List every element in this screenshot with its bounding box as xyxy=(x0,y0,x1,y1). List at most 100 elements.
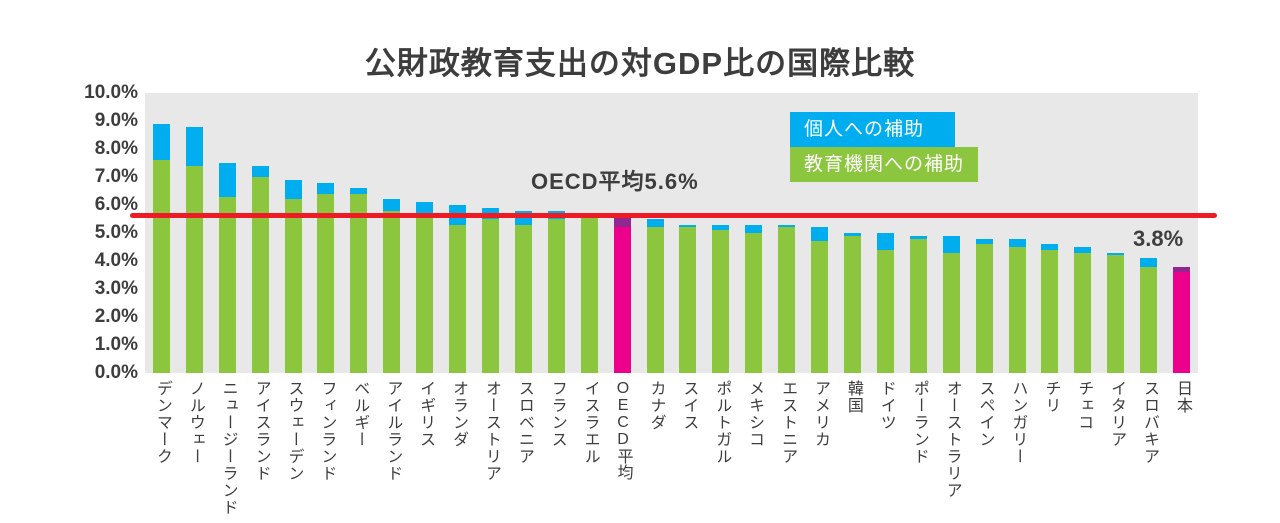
segment-individual-subsidy xyxy=(317,182,335,194)
x-tick-label: 日本 xyxy=(1173,380,1191,414)
segment-institution-subsidy xyxy=(547,219,565,373)
bar-スロバキア xyxy=(1140,258,1158,373)
bar-ハンガリー xyxy=(1008,238,1026,373)
bar-column xyxy=(639,93,672,373)
x-tick-cell: チェコ xyxy=(1066,380,1099,523)
segment-institution-subsidy xyxy=(843,235,861,373)
x-tick-cell: エストニア xyxy=(770,380,803,523)
x-tick-label: デンマーク xyxy=(153,380,171,465)
bar-韓国 xyxy=(843,233,861,373)
x-tick-cell: メキシコ xyxy=(737,380,770,523)
legend-item-institution-subsidy: 教育機関への補助 xyxy=(790,147,979,182)
segment-institution-subsidy xyxy=(580,216,598,373)
segment-individual-subsidy xyxy=(613,216,631,228)
x-tick-label: イタリア xyxy=(1108,380,1126,448)
segment-institution-subsidy xyxy=(942,252,960,373)
bar-column xyxy=(803,93,836,373)
segment-individual-subsidy xyxy=(284,179,302,200)
x-tick-label: アメリカ xyxy=(811,380,829,448)
bar-column xyxy=(1099,93,1132,373)
x-tick-label: メキシコ xyxy=(746,380,764,448)
bar-チェコ xyxy=(1074,247,1092,373)
segment-institution-subsidy xyxy=(1041,249,1059,373)
segment-institution-subsidy xyxy=(712,230,730,373)
bar-アイルランド xyxy=(383,199,401,373)
y-tick-label: 0.0% xyxy=(94,362,138,383)
y-tick-label: 9.0% xyxy=(94,110,138,131)
segment-individual-subsidy xyxy=(745,224,763,233)
segment-individual-subsidy xyxy=(646,219,664,228)
x-tick-label: ポルトガル xyxy=(713,380,731,465)
bar-オランダ xyxy=(449,205,467,373)
segment-institution-subsidy xyxy=(317,193,335,373)
bar-スウェーデン xyxy=(284,179,302,373)
x-tick-label: ノルウェー xyxy=(186,380,204,465)
bar-ドイツ xyxy=(876,233,894,373)
bar-column xyxy=(178,93,211,373)
segment-individual-subsidy xyxy=(185,126,203,166)
segment-institution-subsidy xyxy=(1074,252,1092,373)
x-tick-cell: イギリス xyxy=(408,380,441,523)
oecd-average-annotation: OECD平均5.6% xyxy=(531,169,699,194)
bar-column xyxy=(310,93,343,373)
segment-individual-subsidy xyxy=(876,233,894,250)
segment-individual-subsidy xyxy=(942,235,960,253)
x-tick-label: イスラエル xyxy=(581,380,599,465)
legend-item-individual-subsidy: 個人への補助 xyxy=(790,112,955,147)
segment-individual-subsidy xyxy=(1173,266,1191,273)
segment-institution-subsidy xyxy=(251,177,269,373)
x-tick-cell: イスラエル xyxy=(573,380,606,523)
x-axis: デンマーク ノルウェー ニュージーランド アイスランド スウェーデン フィンランド ベルギー… xyxy=(145,380,1198,523)
bar-ノルウェー xyxy=(185,126,203,373)
x-tick-cell: オランダ xyxy=(441,380,474,523)
bar-column xyxy=(770,93,803,373)
bar-エストニア xyxy=(778,224,796,373)
y-tick-label: 8.0% xyxy=(94,138,138,159)
bar-column xyxy=(737,93,770,373)
bar-イスラエル xyxy=(580,213,598,373)
bar-イタリア xyxy=(1107,252,1125,373)
x-tick-label: スペイン xyxy=(976,380,994,448)
segment-institution-subsidy xyxy=(876,249,894,373)
segment-individual-subsidy xyxy=(1140,258,1158,267)
bar-アメリカ xyxy=(811,227,829,373)
segment-institution-subsidy xyxy=(1173,272,1191,373)
bar-column xyxy=(540,93,573,373)
x-tick-cell: ドイツ xyxy=(869,380,902,523)
bar-オーストラリア xyxy=(942,235,960,373)
bar-column xyxy=(244,93,277,373)
segment-institution-subsidy xyxy=(514,224,532,373)
segment-individual-subsidy xyxy=(218,163,236,197)
x-tick-cell: ポーランド xyxy=(902,380,935,523)
x-tick-cell: スウェーデン xyxy=(277,380,310,523)
bar-アイスランド xyxy=(251,165,269,373)
bar-スロベニア xyxy=(514,210,532,373)
bar-メキシコ xyxy=(745,224,763,373)
bar-column xyxy=(441,93,474,373)
x-tick-cell: デンマーク xyxy=(145,380,178,523)
bar-ニュージーランド xyxy=(218,163,236,373)
bar-column xyxy=(211,93,244,373)
bar-column xyxy=(507,93,540,373)
segment-institution-subsidy xyxy=(185,165,203,373)
bar-column xyxy=(1132,93,1165,373)
segment-individual-subsidy xyxy=(843,233,861,236)
segment-institution-subsidy xyxy=(811,241,829,373)
segment-institution-subsidy xyxy=(646,227,664,373)
x-tick-label: アイスランド xyxy=(252,380,270,482)
oecd-average-reference-line xyxy=(130,213,1217,218)
x-tick-label: エストニア xyxy=(779,380,797,465)
bar-column xyxy=(704,93,737,373)
bar-column xyxy=(902,93,935,373)
x-tick-cell: ポルトガル xyxy=(704,380,737,523)
segment-institution-subsidy xyxy=(1140,266,1158,373)
bar-スペイン xyxy=(975,238,993,373)
bar-ポルトガル xyxy=(712,224,730,373)
bar-ベルギー xyxy=(350,188,368,373)
x-tick-label: フランス xyxy=(548,380,566,448)
segment-individual-subsidy xyxy=(811,227,829,242)
segment-individual-subsidy xyxy=(152,123,170,161)
bar-column xyxy=(935,93,968,373)
segment-institution-subsidy xyxy=(416,213,434,373)
x-tick-label: オランダ xyxy=(450,380,467,448)
